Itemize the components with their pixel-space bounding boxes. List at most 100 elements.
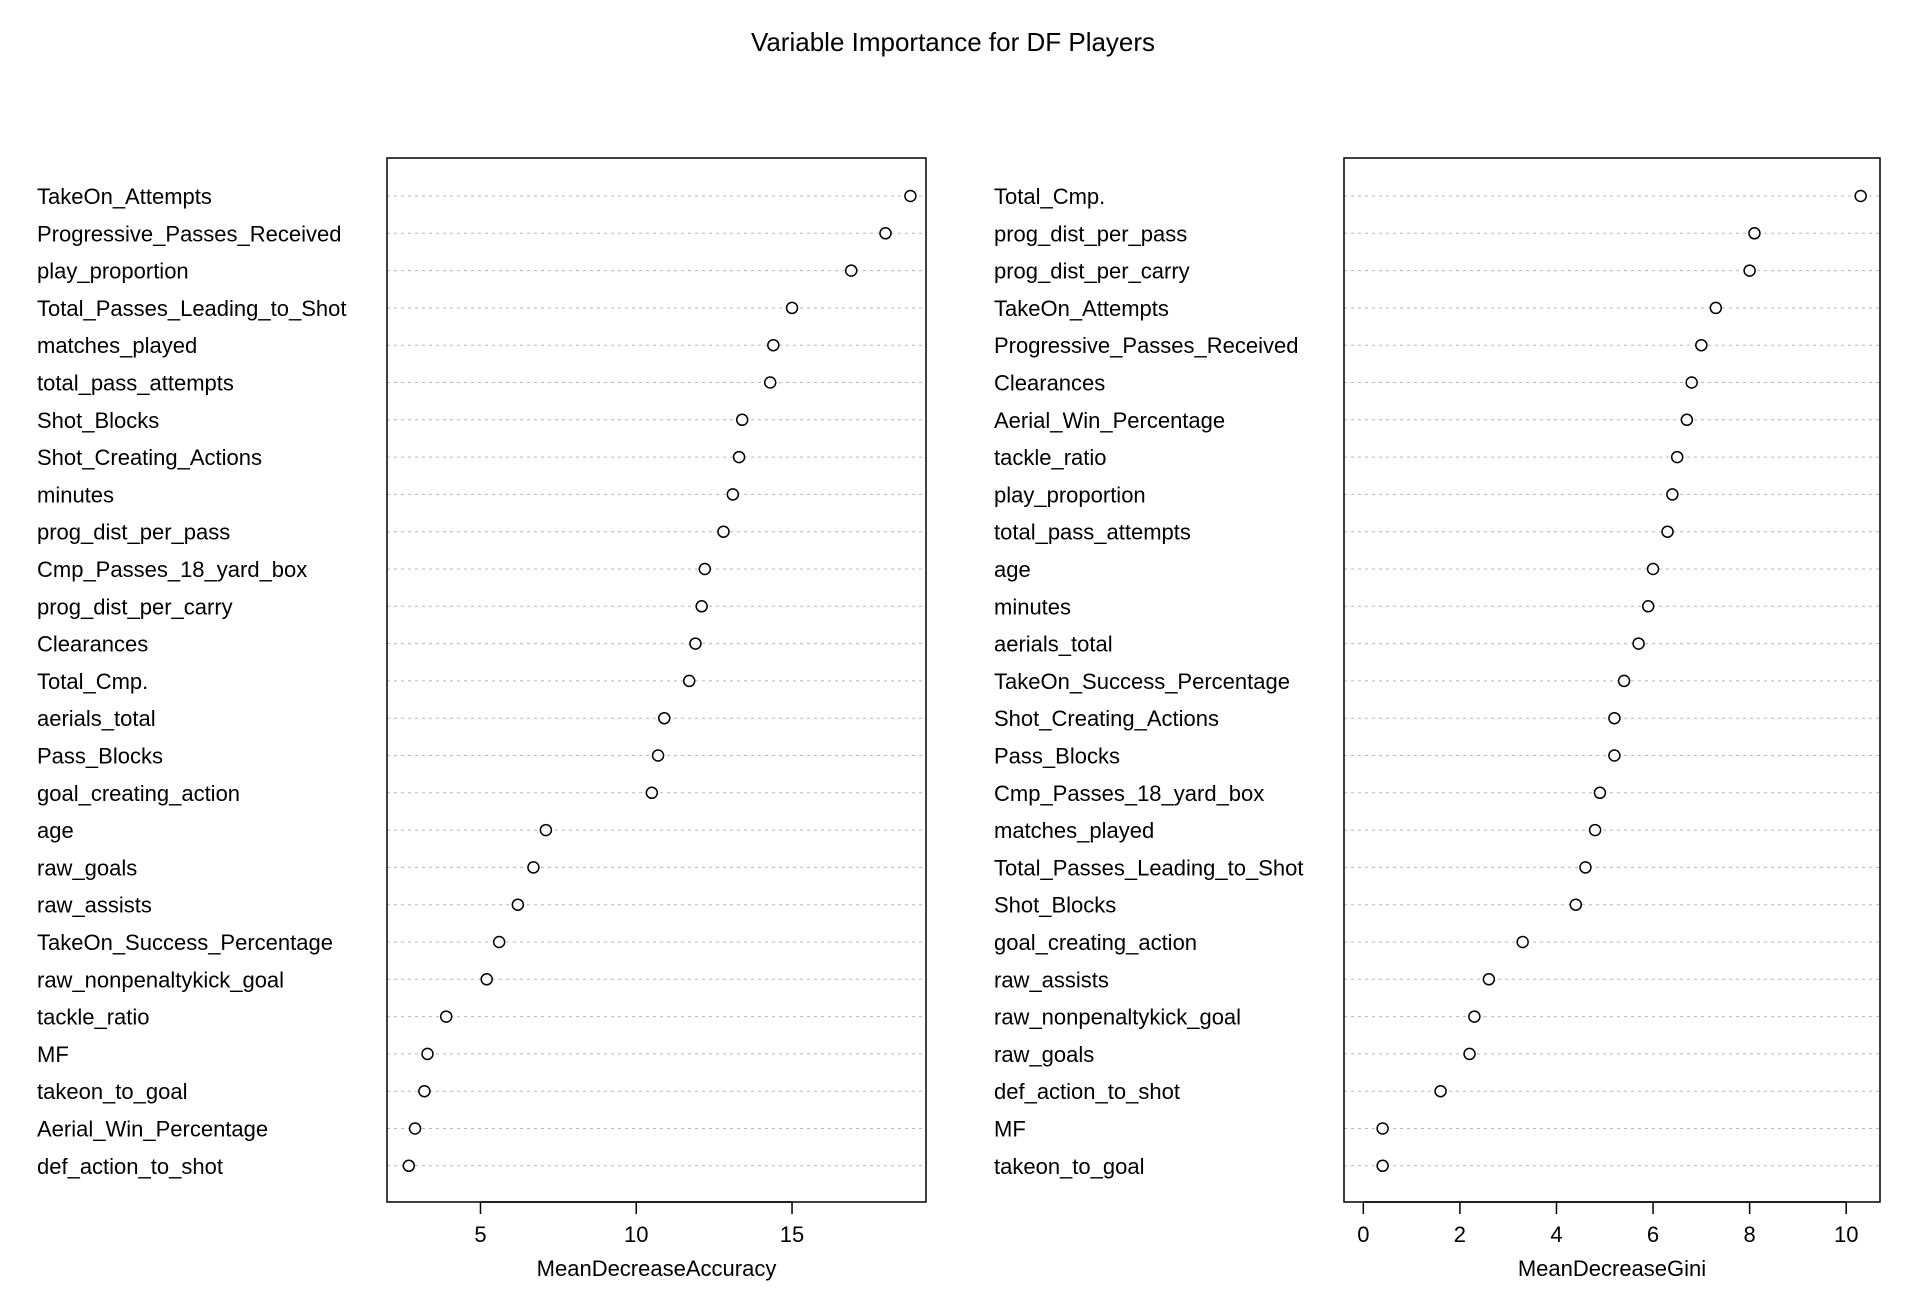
category-label: MF (37, 1042, 69, 1067)
category-label: play_proportion (37, 259, 189, 284)
plot-frame (1343, 157, 1881, 1203)
data-point (1695, 338, 1708, 352)
category-label: total_pass_attempts (37, 371, 234, 396)
data-point (785, 301, 799, 315)
category-label: Clearances (37, 632, 148, 657)
category-label: raw_goals (994, 1042, 1094, 1067)
category-label: Shot_Blocks (994, 893, 1116, 918)
x-tick-label: 4 (1550, 1222, 1562, 1247)
data-point (1376, 1159, 1389, 1173)
category-label: Shot_Creating_Actions (37, 445, 262, 470)
category-label: Aerial_Win_Percentage (37, 1117, 268, 1142)
category-label: raw_nonpenaltykick_goal (37, 967, 284, 992)
category-label: raw_assists (37, 893, 152, 918)
data-point (1608, 749, 1621, 762)
x-tick-label: 15 (780, 1222, 804, 1247)
data-point (492, 935, 506, 949)
data-point (1463, 1047, 1476, 1061)
category-label: raw_nonpenaltykick_goal (994, 1005, 1241, 1030)
category-label: Total_Passes_Leading_to_Shot (994, 855, 1303, 880)
x-axis-label: MeanDecreaseAccuracy (537, 1256, 777, 1281)
category-label: Total_Cmp. (37, 669, 148, 694)
data-point (1434, 1084, 1447, 1098)
data-point (1641, 600, 1655, 613)
data-point (1617, 674, 1631, 688)
category-label: takeon_to_goal (37, 1079, 187, 1104)
data-point (511, 898, 525, 911)
data-point (1579, 861, 1592, 874)
data-point (1482, 973, 1496, 986)
category-label: Total_Cmp. (994, 184, 1105, 209)
data-point (408, 1122, 422, 1135)
data-point (421, 1047, 434, 1061)
category-label: Shot_Creating_Actions (994, 706, 1219, 731)
x-tick-label: 10 (1834, 1222, 1858, 1247)
category-label: age (37, 818, 74, 843)
data-point (726, 488, 740, 501)
data-point (1593, 786, 1607, 800)
plot-frame (386, 157, 927, 1203)
data-point (439, 1010, 453, 1023)
data-point (844, 264, 858, 277)
category-label: TakeOn_Attempts (994, 296, 1169, 321)
category-label: matches_played (994, 818, 1154, 843)
category-label: def_action_to_shot (994, 1079, 1180, 1104)
data-point (1680, 413, 1694, 427)
category-label: Progressive_Passes_Received (37, 221, 342, 246)
data-point (879, 227, 892, 240)
category-label: raw_assists (994, 967, 1109, 992)
data-point (1569, 898, 1583, 911)
data-point (480, 973, 493, 986)
category-label: Pass_Blocks (37, 744, 163, 769)
panel-accuracy: TakeOn_Attempts Progressive_Passes_Receiv… (37, 157, 927, 1281)
category-label: tackle_ratio (37, 1005, 150, 1030)
category-label: Clearances (994, 371, 1105, 396)
category-label: Total_Passes_Leading_to_Shot (37, 296, 346, 321)
data-point (402, 1159, 416, 1173)
data-point (651, 749, 665, 762)
data-point (735, 413, 749, 427)
category-label: TakeOn_Success_Percentage (994, 669, 1290, 694)
category-label: aerials_total (37, 706, 156, 731)
data-point (645, 786, 659, 800)
data-point (698, 562, 712, 576)
category-label: def_action_to_shot (37, 1154, 223, 1179)
panel-gini: Total_Cmp. prog_dist_per_pass prog_dist_pe… (994, 157, 1881, 1281)
data-point (1748, 227, 1761, 240)
x-tick-label: 6 (1647, 1222, 1659, 1247)
data-point (763, 376, 777, 389)
data-point (689, 637, 702, 650)
category-label: goal_creating_action (994, 930, 1197, 955)
category-label: prog_dist_per_pass (994, 221, 1187, 246)
data-point (658, 711, 671, 725)
data-point (1516, 935, 1529, 949)
data-point (1709, 301, 1723, 315)
data-point (1376, 1122, 1389, 1135)
category-label: minutes (37, 482, 114, 507)
data-point (539, 823, 553, 837)
category-label: prog_dist_per_carry (37, 594, 233, 619)
data-point (1588, 823, 1602, 837)
category-label: MF (994, 1117, 1026, 1142)
category-label: TakeOn_Attempts (37, 184, 212, 209)
category-label: TakeOn_Success_Percentage (37, 930, 333, 955)
category-label: Aerial_Win_Percentage (994, 408, 1225, 433)
data-point (1670, 450, 1684, 464)
x-tick-label: 0 (1357, 1222, 1369, 1247)
data-point (1608, 711, 1621, 725)
data-point (418, 1084, 431, 1098)
category-label: play_proportion (994, 482, 1146, 507)
data-point (732, 450, 746, 464)
category-label: minutes (994, 594, 1071, 619)
category-label: Pass_Blocks (994, 744, 1120, 769)
data-point (1661, 525, 1674, 538)
x-tick-label: 2 (1454, 1222, 1466, 1247)
category-label: prog_dist_per_carry (994, 259, 1190, 284)
data-point (682, 674, 696, 688)
data-point (1685, 376, 1698, 389)
x-tick-label: 8 (1743, 1222, 1755, 1247)
data-point (904, 189, 917, 203)
category-label: Cmp_Passes_18_yard_box (994, 781, 1264, 806)
data-point (1468, 1010, 1481, 1023)
